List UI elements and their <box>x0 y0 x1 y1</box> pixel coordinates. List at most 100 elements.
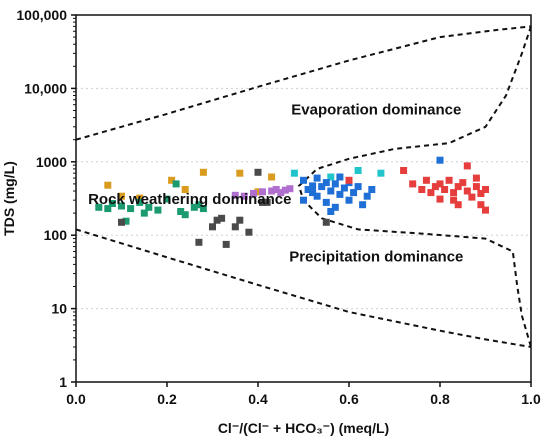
data-point <box>177 208 185 215</box>
data-point <box>441 186 449 193</box>
upper-boundary-line <box>75 25 532 141</box>
region-labels: Evaporation dominance Rock weathering dom… <box>88 101 463 265</box>
y-tick-label: 100 <box>44 227 68 243</box>
data-point <box>254 188 262 196</box>
data-point <box>181 211 189 219</box>
data-point <box>354 167 362 174</box>
data-point <box>268 187 276 195</box>
data-point <box>327 208 335 215</box>
data-point <box>199 205 207 213</box>
data-point <box>209 223 216 231</box>
right-boundary-line <box>297 26 532 348</box>
x-axis-ticks: 0.0 0.2 0.4 0.6 0.8 1.0 <box>66 382 541 407</box>
x-tick-label: 0.0 <box>66 391 86 407</box>
data-point <box>354 183 362 191</box>
data-point <box>136 194 144 202</box>
y-tick-label: 1 <box>59 374 67 390</box>
data-point <box>477 201 485 209</box>
data-point <box>309 189 317 197</box>
data-point <box>118 202 125 210</box>
data-point <box>336 173 344 181</box>
data-point <box>263 198 271 206</box>
data-point <box>300 196 307 204</box>
region-label: Evaporation dominance <box>291 101 461 118</box>
data-point <box>108 200 116 207</box>
data-point <box>118 192 125 200</box>
data-point <box>322 198 330 206</box>
data-point <box>336 190 344 198</box>
data-point <box>327 187 335 195</box>
data-point <box>199 168 207 176</box>
x-tick-label: 0.8 <box>430 391 450 407</box>
region-label: Rock weathering dominance <box>88 191 291 208</box>
data-point <box>436 180 444 188</box>
x-tick-label: 0.4 <box>248 391 268 407</box>
data-point <box>136 198 144 206</box>
data-point <box>331 180 339 188</box>
data-point <box>140 209 148 217</box>
data-point <box>218 214 226 222</box>
data-point <box>195 238 203 246</box>
data-point <box>95 203 103 211</box>
data-point <box>254 168 262 176</box>
x-axis-title: Cl⁻/(Cl⁻ + HCO₃⁻) (meq/L) <box>218 420 389 436</box>
data-point <box>377 169 385 177</box>
y-axis-title: TDS (mg/L) <box>1 161 17 236</box>
data-point <box>409 180 417 188</box>
data-points <box>95 156 489 248</box>
data-point <box>104 181 112 189</box>
data-point <box>350 189 358 197</box>
data-point <box>418 186 426 193</box>
data-point <box>482 206 489 214</box>
data-point <box>268 173 276 181</box>
data-point <box>231 223 239 231</box>
boundary-lines <box>75 25 532 348</box>
y-axis-ticks: 1 10 100 1000 10,000 100,000 <box>16 7 76 390</box>
data-point <box>463 162 471 170</box>
data-point <box>272 186 280 193</box>
data-point <box>477 190 485 197</box>
data-point <box>127 205 135 213</box>
gridlines <box>76 87 531 310</box>
data-point <box>259 198 266 206</box>
data-point <box>436 156 444 164</box>
data-point <box>436 195 444 203</box>
data-point <box>145 203 153 211</box>
data-point <box>322 179 330 187</box>
data-point <box>345 176 353 184</box>
x-tick-label: 1.0 <box>521 391 541 407</box>
data-point <box>122 217 130 225</box>
data-point <box>281 186 289 194</box>
data-point <box>304 186 312 193</box>
data-point <box>259 188 266 196</box>
data-point <box>231 191 239 199</box>
data-point <box>168 176 176 184</box>
data-point <box>104 205 112 213</box>
data-point <box>313 192 321 200</box>
data-point <box>154 206 162 214</box>
data-point <box>340 184 348 192</box>
data-point <box>368 186 376 193</box>
data-point <box>318 183 326 191</box>
data-point <box>313 174 321 182</box>
data-point <box>277 189 285 197</box>
data-point <box>359 201 367 209</box>
data-point <box>236 216 244 224</box>
y-tick-label: 10,000 <box>24 80 67 96</box>
data-point <box>290 169 298 177</box>
data-point <box>327 173 335 181</box>
data-point <box>468 193 476 201</box>
data-point <box>236 169 244 177</box>
y-tick-label: 1000 <box>36 154 67 170</box>
data-point <box>400 167 408 174</box>
data-point <box>427 189 435 197</box>
data-point <box>463 187 471 195</box>
data-point <box>222 240 230 248</box>
data-point <box>450 196 458 204</box>
data-point <box>422 176 430 184</box>
data-point <box>472 174 480 182</box>
data-point <box>431 183 439 191</box>
data-point <box>472 183 480 191</box>
data-point <box>245 228 253 236</box>
